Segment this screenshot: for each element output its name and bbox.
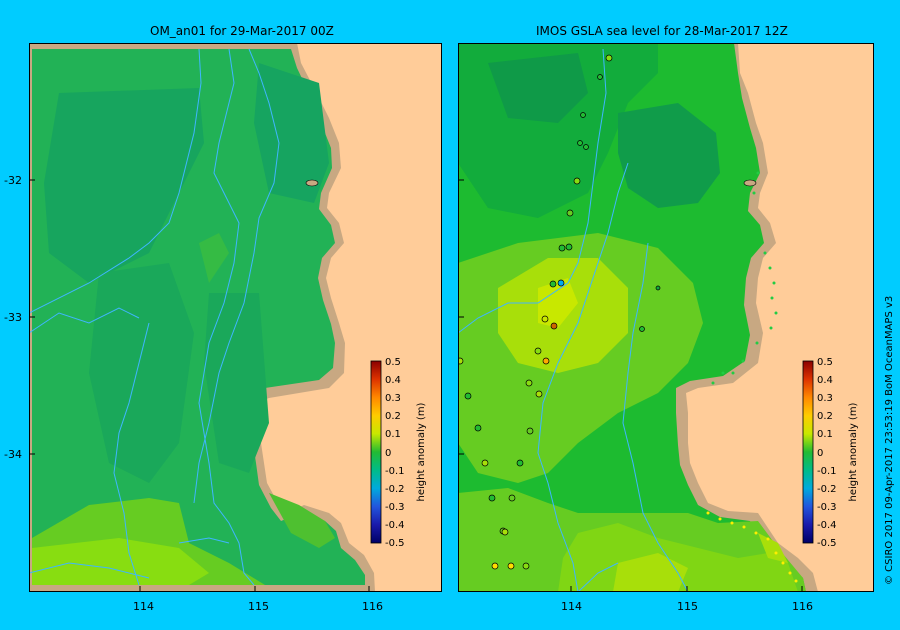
right-anomaly-coastal-core — [758, 533, 788, 563]
left-cb-tick: 0.5 — [385, 357, 401, 368]
lon-label-left-116: 116 — [362, 600, 383, 613]
right-cb-tick: 0.5 — [817, 357, 833, 368]
left-anomaly-low-shelf — [204, 293, 269, 473]
lat-label-33: -33 — [4, 311, 22, 324]
right-nearshore-points — [711, 171, 778, 385]
left-cb-tick: -0.2 — [385, 484, 405, 495]
right-colorbar: 0.5 0.4 0.3 0.2 0.1 0 -0.1 -0.2 -0.3 -0.… — [802, 357, 859, 549]
right-cb-tick: 0.2 — [817, 411, 833, 422]
lat-label-32: -32 — [4, 174, 22, 187]
left-cb-tick: 0.2 — [385, 411, 401, 422]
left-map-title: OM_an01 for 29-Mar-2017 00Z — [150, 24, 334, 38]
left-cb-tick: 0.3 — [385, 393, 401, 404]
left-anomaly-higher-south — [32, 538, 209, 585]
left-cb-tick: -0.4 — [385, 520, 405, 531]
credit-text: © CSIRO 2017 09-Apr-2017 23:53:19 BoM Oc… — [884, 295, 895, 585]
right-contours — [458, 48, 689, 592]
right-cb-tick: -0.3 — [817, 502, 837, 513]
lon-label-right-115: 115 — [677, 600, 698, 613]
left-island — [305, 179, 319, 187]
left-cb-tick: 0.4 — [385, 375, 401, 386]
left-contours — [29, 48, 280, 586]
right-anomaly-high-peak — [538, 278, 578, 328]
left-colorbar-ticks: 0.5 0.4 0.3 0.2 0.1 0 -0.1 -0.2 -0.3 -0.… — [385, 357, 405, 549]
right-cb-tick: 0 — [817, 448, 823, 459]
right-map-title: IMOS GSLA sea level for 28-Mar-2017 12Z — [536, 24, 788, 38]
left-colorbar: 0.5 0.4 0.3 0.2 0.1 0 -0.1 -0.2 -0.3 -0.… — [370, 357, 427, 549]
right-cb-tick: -0.4 — [817, 520, 837, 531]
left-colorbar-scale — [370, 360, 382, 544]
left-anomaly-low-north — [44, 88, 204, 283]
lon-label-left-115: 115 — [248, 600, 269, 613]
right-cb-tick: -0.5 — [817, 538, 837, 549]
right-anomaly-low-top — [488, 53, 588, 123]
left-map — [29, 43, 442, 592]
left-colorbar-label: height anomaly (m) — [416, 402, 427, 501]
left-anomaly-low-ne — [254, 63, 329, 203]
lon-label-right-116: 116 — [792, 600, 813, 613]
right-south-track-points — [706, 511, 798, 583]
right-colorbar-label: height anomaly (m) — [848, 402, 859, 501]
lon-label-left-114: 114 — [133, 600, 154, 613]
right-altimetry-points — [458, 54, 661, 570]
left-cb-tick: 0.1 — [385, 429, 401, 440]
right-cb-tick: -0.2 — [817, 484, 837, 495]
right-anomaly-low-north — [618, 103, 720, 208]
left-cb-tick: -0.1 — [385, 466, 405, 477]
lat-label-34: -34 — [4, 448, 22, 461]
right-colorbar-ticks: 0.5 0.4 0.3 0.2 0.1 0 -0.1 -0.2 -0.3 -0.… — [817, 357, 837, 549]
right-cb-tick: 0.3 — [817, 393, 833, 404]
right-colorbar-scale — [802, 360, 814, 544]
right-cb-tick: -0.1 — [817, 466, 837, 477]
right-map-frame — [458, 43, 874, 592]
right-cb-tick: 0.1 — [817, 429, 833, 440]
right-island — [743, 179, 757, 187]
left-cb-tick: 0 — [385, 448, 391, 459]
left-anomaly-coastal — [269, 493, 335, 548]
left-cb-tick: -0.5 — [385, 538, 405, 549]
left-anomaly-low-mid — [89, 263, 194, 483]
left-anomaly-patch — [199, 233, 229, 283]
lon-label-right-114: 114 — [561, 600, 582, 613]
right-cb-tick: 0.4 — [817, 375, 833, 386]
left-cb-tick: -0.3 — [385, 502, 405, 513]
right-map — [458, 43, 874, 592]
left-map-frame — [29, 43, 442, 592]
right-anomaly-south-core — [613, 553, 688, 592]
